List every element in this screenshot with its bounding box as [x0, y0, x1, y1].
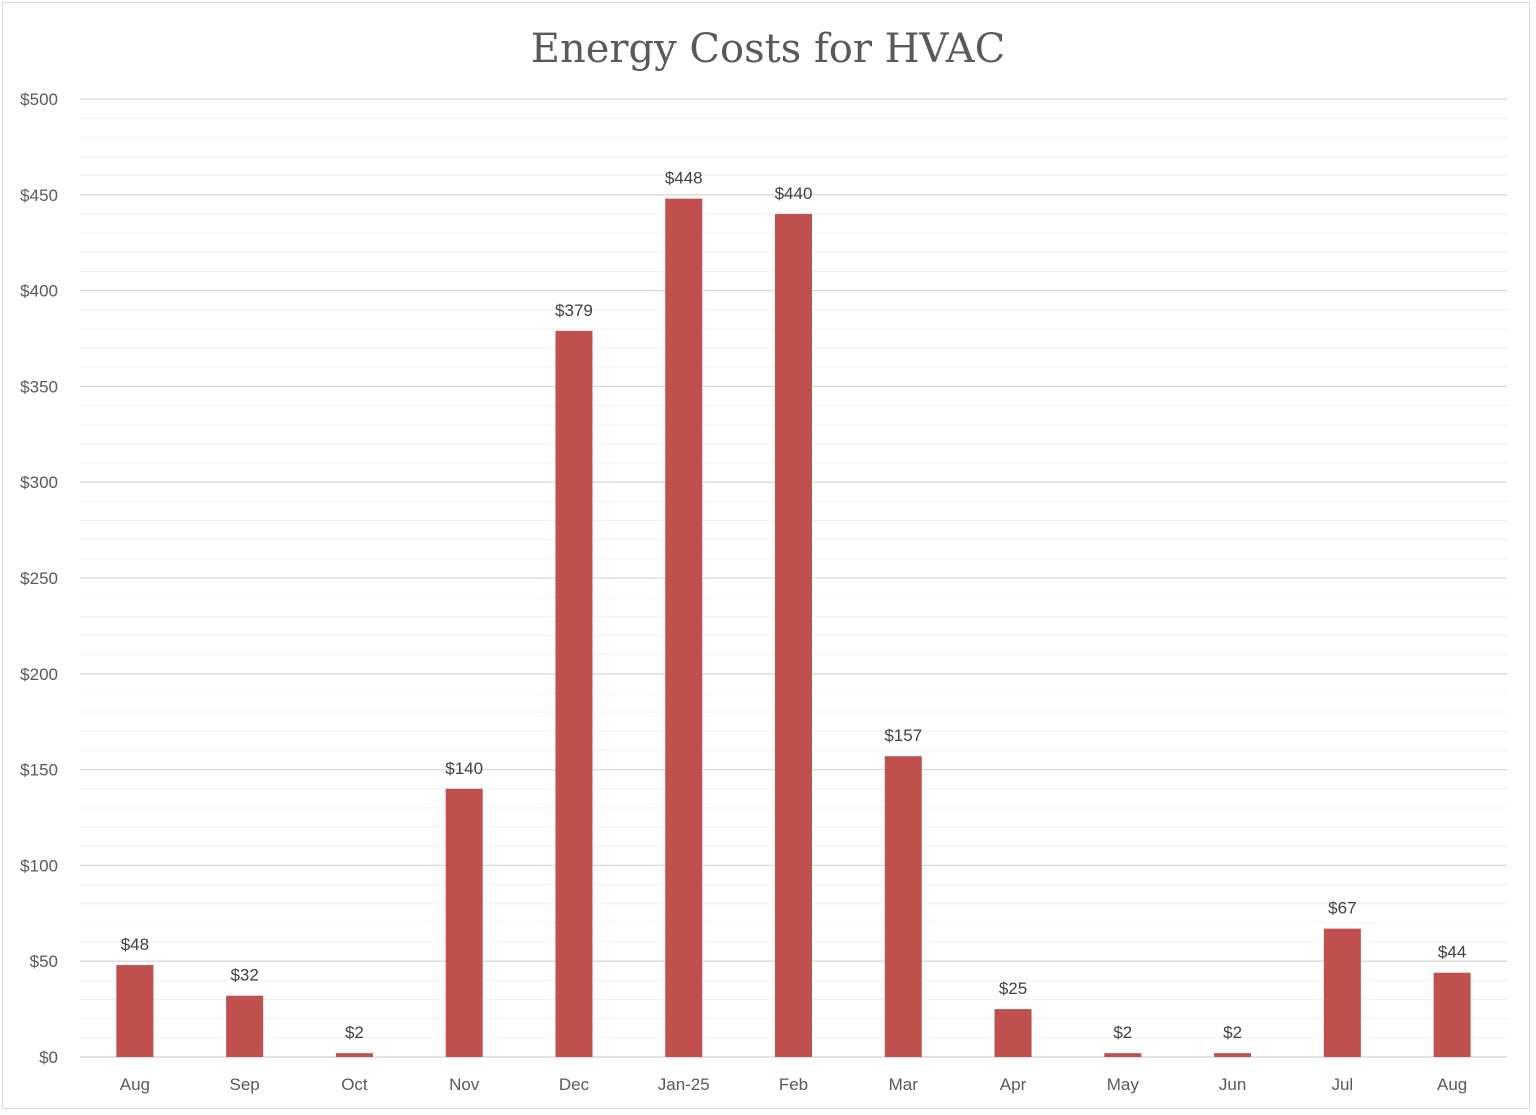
y-tick-label: $150 [20, 761, 58, 780]
data-label: $67 [1328, 899, 1356, 918]
data-label: $2 [1113, 1023, 1132, 1042]
data-label: $2 [345, 1023, 364, 1042]
y-tick-label: $400 [20, 282, 58, 301]
bar [116, 965, 154, 1057]
x-tick-label: May [1107, 1075, 1140, 1094]
bar [1104, 1053, 1142, 1057]
data-label: $48 [121, 935, 149, 954]
y-tick-label: $50 [30, 952, 58, 971]
data-label: $440 [775, 184, 813, 203]
x-tick-label: Dec [559, 1075, 590, 1094]
x-tick-label: Jan-25 [658, 1075, 710, 1094]
bar [1433, 972, 1471, 1057]
chart-title: Energy Costs for HVAC [531, 26, 1005, 72]
x-tick-label: Aug [1437, 1075, 1467, 1094]
y-tick-label: $200 [20, 665, 58, 684]
bar [884, 756, 922, 1057]
x-tick-label: Sep [230, 1075, 260, 1094]
y-tick-label: $500 [20, 90, 58, 109]
data-label: $2 [1223, 1023, 1242, 1042]
bar [994, 1009, 1032, 1057]
x-tick-label: Nov [449, 1075, 480, 1094]
bar [1214, 1053, 1252, 1057]
data-label: $448 [665, 169, 703, 188]
x-tick-label: Oct [341, 1075, 368, 1094]
bar [665, 198, 703, 1057]
x-tick-label: Apr [1000, 1075, 1027, 1094]
bar [445, 788, 483, 1057]
bar [775, 213, 812, 1057]
x-tick-label: Feb [779, 1075, 808, 1094]
data-label: $140 [445, 759, 483, 778]
bar [1323, 928, 1361, 1057]
y-tick-label: $300 [20, 473, 58, 492]
y-tick-label: $100 [20, 856, 58, 875]
bar [226, 995, 264, 1057]
y-tick-label: $250 [20, 569, 58, 588]
y-tick-label: $350 [20, 377, 58, 396]
x-tick-label: Mar [889, 1075, 919, 1094]
data-label: $25 [999, 979, 1027, 998]
y-tick-label: $0 [39, 1048, 58, 1067]
data-label: $44 [1438, 943, 1466, 962]
bar [335, 1053, 373, 1057]
x-tick-label: Aug [120, 1075, 150, 1094]
data-label: $157 [884, 726, 922, 745]
x-tick-label: Jul [1331, 1075, 1353, 1094]
data-label: $379 [555, 301, 593, 320]
y-tick-label: $450 [20, 186, 58, 205]
x-tick-label: Jun [1219, 1075, 1246, 1094]
bar [555, 330, 593, 1057]
data-label: $32 [230, 966, 258, 985]
